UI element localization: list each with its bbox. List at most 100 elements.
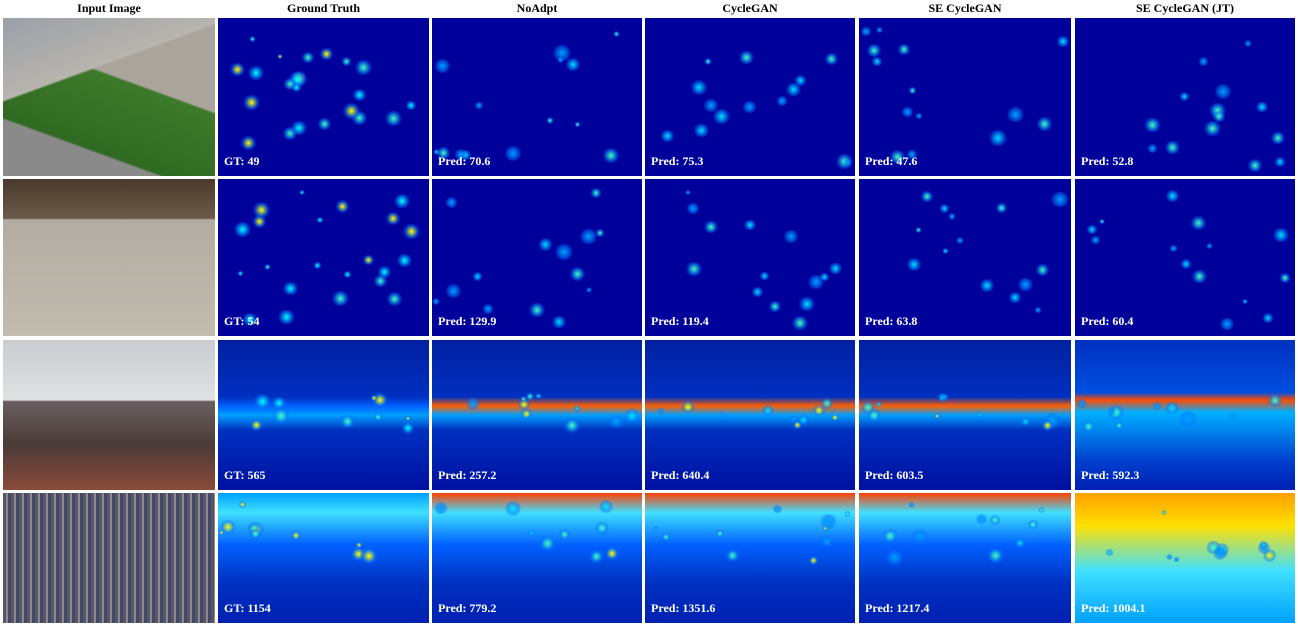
heat-blob xyxy=(438,533,446,539)
heat-blob xyxy=(277,54,284,59)
heat-blob xyxy=(538,238,554,251)
heat-blob xyxy=(1255,101,1269,113)
heat-blob xyxy=(796,414,810,426)
heat-blob xyxy=(1143,117,1162,133)
density-map: Pred: 52.8 xyxy=(1075,18,1295,176)
density-map: Pred: 1351.6 xyxy=(645,493,855,623)
heat-blob xyxy=(1178,92,1190,102)
heat-blob xyxy=(1191,269,1208,284)
heat-blob xyxy=(751,287,764,298)
heat-blob xyxy=(725,549,741,562)
count-label: Pred: 70.6 xyxy=(438,154,491,168)
heat-blob xyxy=(1007,291,1023,304)
column-header: Input Image xyxy=(77,1,141,15)
heat-blob xyxy=(907,502,916,509)
count-label: Pred: 119.4 xyxy=(651,314,709,328)
heat-blob xyxy=(436,146,451,159)
heat-blob xyxy=(767,300,782,312)
heat-blob xyxy=(248,528,262,539)
heat-blob xyxy=(299,189,306,195)
heat-blob xyxy=(400,422,416,435)
count-label: Pred: 640.4 xyxy=(651,468,710,482)
count-label: GT: 49 xyxy=(224,154,260,168)
heat-blob xyxy=(383,111,403,127)
heat-blob xyxy=(807,555,820,565)
heat-blob xyxy=(290,120,308,135)
heat-blob xyxy=(453,149,467,160)
heat-blob xyxy=(888,150,906,165)
heat-blob xyxy=(680,400,696,414)
heat-blob xyxy=(290,82,303,93)
heat-blob xyxy=(471,272,483,281)
density-map: Pred: 75.3 xyxy=(645,18,855,176)
heat-blob xyxy=(241,94,261,110)
heat-blob xyxy=(341,57,352,66)
heat-blob xyxy=(247,523,260,533)
heat-blob xyxy=(791,316,809,331)
heat-blob xyxy=(1212,110,1226,123)
heat-blob xyxy=(875,401,883,408)
heat-blob xyxy=(318,48,335,61)
heat-blob xyxy=(594,522,610,535)
heat-blob xyxy=(434,59,451,73)
heat-blob xyxy=(301,51,315,63)
heat-blob xyxy=(249,36,257,43)
heat-blob xyxy=(656,407,665,415)
heat-blob xyxy=(339,415,357,429)
heat-blob xyxy=(1107,407,1117,415)
density-map: Pred: 779.2 xyxy=(432,493,642,623)
heat-blob xyxy=(1267,394,1283,407)
heat-blob xyxy=(587,549,605,564)
count-label: Pred: 63.8 xyxy=(865,314,918,328)
heat-blob xyxy=(995,202,1009,214)
heat-blob xyxy=(317,118,332,131)
heat-blob xyxy=(1152,402,1162,410)
heat-blob xyxy=(743,219,757,231)
column-header: SE CycleGAN (JT) xyxy=(1136,1,1234,15)
heat-blob xyxy=(919,190,934,202)
heat-blob xyxy=(979,279,996,293)
density-map: Pred: 60.4 xyxy=(1075,179,1295,336)
count-label: Pred: 603.5 xyxy=(865,468,924,482)
heat-blob xyxy=(1273,156,1287,167)
heat-blob xyxy=(1034,264,1050,277)
heat-blob xyxy=(242,313,259,327)
heat-blob xyxy=(1165,554,1173,561)
heat-blob xyxy=(362,255,376,266)
density-map: GT: 565 xyxy=(218,340,429,490)
heat-blob xyxy=(759,271,770,281)
heat-blob xyxy=(572,405,581,412)
heat-blob xyxy=(370,395,378,402)
heat-blob xyxy=(1085,225,1098,235)
heat-blob xyxy=(910,528,930,544)
heat-blob xyxy=(1098,218,1106,224)
heat-blob xyxy=(597,500,614,514)
heat-blob xyxy=(520,396,528,402)
heat-blob xyxy=(551,315,567,329)
heat-blob xyxy=(741,100,758,113)
heat-blob xyxy=(820,397,835,410)
density-map: Pred: 47.6 xyxy=(859,18,1071,176)
count-label: GT: 54 xyxy=(224,314,260,328)
heat-blob xyxy=(938,203,951,213)
heat-blob xyxy=(1211,546,1229,560)
heat-blob xyxy=(880,528,899,544)
column-header: NoAdpt xyxy=(516,1,558,15)
heat-blob xyxy=(1269,131,1286,145)
heat-blob xyxy=(788,415,799,423)
heat-blob xyxy=(1165,189,1180,202)
heat-blob xyxy=(554,243,575,260)
density-map: Pred: 1004.1 xyxy=(1075,493,1295,623)
count-label: Pred: 257.2 xyxy=(438,468,497,482)
heat-blob xyxy=(1027,520,1039,530)
heat-blob xyxy=(1160,510,1167,515)
heat-blob xyxy=(1114,421,1124,430)
heat-blob xyxy=(574,121,582,128)
heat-blob xyxy=(1017,278,1035,292)
heat-blob xyxy=(702,220,719,234)
heat-blob xyxy=(884,549,904,566)
heat-blob xyxy=(661,532,672,541)
heat-blob xyxy=(1278,273,1292,284)
heat-blob xyxy=(1081,420,1097,433)
heat-blob xyxy=(1179,259,1192,270)
